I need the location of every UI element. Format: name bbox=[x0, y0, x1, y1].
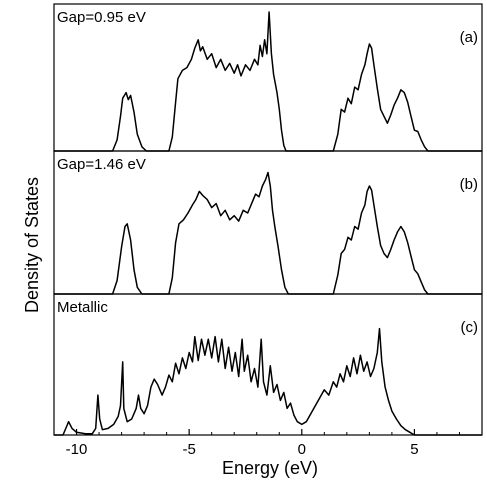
panel-frame-c bbox=[53, 293, 483, 436]
panel-c: Metallic (c) bbox=[53, 293, 483, 436]
panels-group: Gap=0.95 eV (a) Gap=1.46 eV (b) Metallic (c) bbox=[53, 3, 483, 436]
panel-label-c: Metallic bbox=[57, 299, 108, 316]
dos-series-c bbox=[54, 327, 482, 436]
panel-tag-a: (a) bbox=[460, 29, 478, 46]
panel-label-b: Gap=1.46 eV bbox=[57, 156, 146, 173]
panel-tag-b: (b) bbox=[460, 176, 478, 193]
y-axis-label: Density of States bbox=[22, 177, 42, 313]
panel-b: Gap=1.46 eV (b) bbox=[53, 150, 483, 295]
panel-a: Gap=0.95 eV (a) bbox=[53, 3, 483, 152]
x-tick-label: 5 bbox=[410, 441, 418, 458]
dos-series-b bbox=[54, 171, 482, 295]
x-axis-label: Energy (eV) bbox=[222, 458, 318, 478]
dos-series-a bbox=[54, 11, 482, 152]
panel-label-a: Gap=0.95 eV bbox=[57, 9, 146, 26]
x-tick-label: 0 bbox=[298, 441, 306, 458]
panel-tag-c: (c) bbox=[461, 319, 479, 336]
x-tick-label: -10 bbox=[66, 441, 88, 458]
x-tick-label: -5 bbox=[182, 441, 195, 458]
x-axis: -10 -5 0 5 bbox=[53, 429, 483, 458]
